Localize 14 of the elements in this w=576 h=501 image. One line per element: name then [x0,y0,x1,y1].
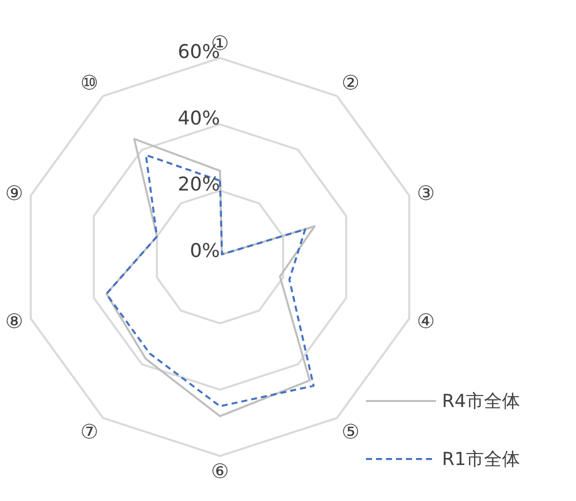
spoke-label: ⑧ [5,309,24,334]
y-tick-label: 0% [190,240,220,262]
spoke-label: ③ [416,181,435,206]
spoke-label: ⑤ [342,420,360,444]
spoke-label: ⑦ [80,420,98,444]
spoke-label: ⑩ [80,70,98,95]
spoke-label: ④ [416,309,435,334]
y-tick-label: 20% [178,174,220,196]
spoke-label: ⑨ [5,181,24,206]
spoke-label: ⑥ [211,459,229,484]
legend-label: R1市全体 [442,448,520,471]
y-tick-label: 40% [178,107,220,130]
legend-label: R4市全体 [442,390,520,413]
spoke-label: ② [342,70,360,95]
